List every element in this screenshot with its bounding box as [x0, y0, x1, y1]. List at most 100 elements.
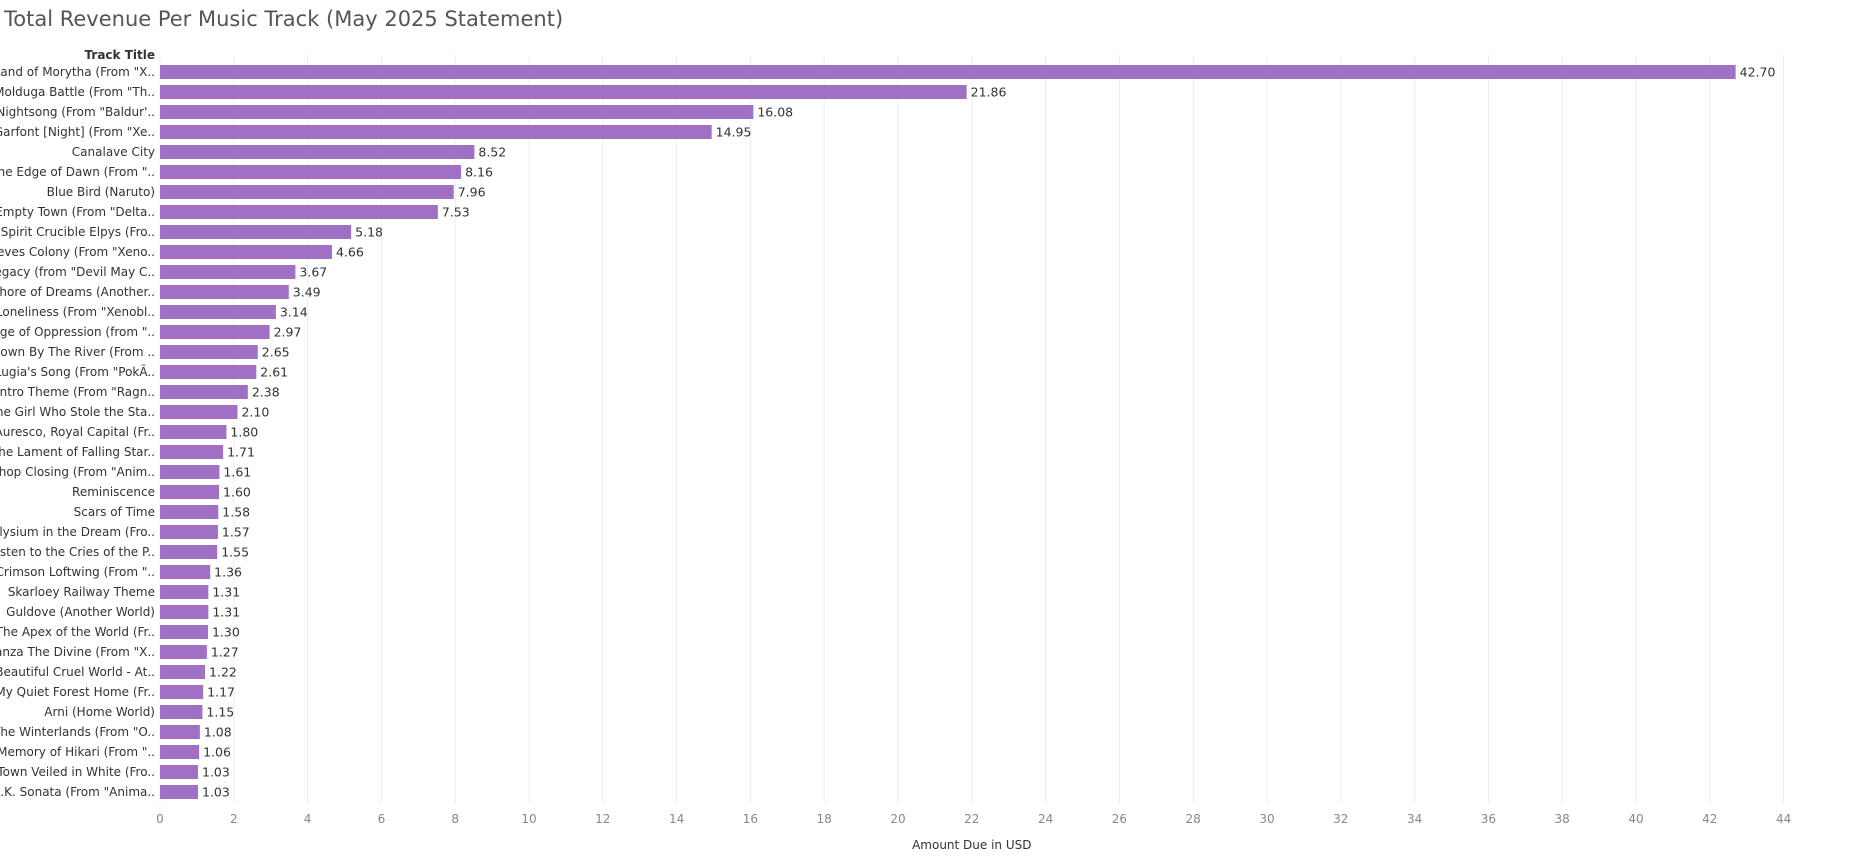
bar[interactable] [160, 145, 475, 159]
bar[interactable] [160, 305, 276, 319]
category-label: Down By The River (From .. [0, 345, 155, 359]
category-label: Reminiscence [72, 485, 155, 499]
bar[interactable] [160, 525, 218, 539]
value-label: 1.17 [207, 685, 235, 700]
category-label: Town Veiled in White (Fro.. [0, 765, 155, 779]
category-label: Shop Closing (From "Anim.. [0, 465, 155, 479]
value-label: 7.53 [442, 205, 470, 220]
category-label: Legacy (from "Devil May C.. [0, 265, 155, 279]
gridlines [159, 55, 1785, 803]
bar[interactable] [160, 725, 200, 739]
category-label: Land of Morytha (From "X.. [0, 65, 155, 79]
value-label: 1.08 [204, 725, 232, 740]
bar[interactable] [160, 405, 238, 419]
bar[interactable] [160, 485, 220, 499]
bar-row: Spirit Crucible Elpys (Fro.. 5.18 [1, 225, 383, 240]
category-label: Scars of Time [74, 505, 155, 519]
bar[interactable] [160, 165, 462, 179]
bar-row: Garfont [Night] (From "Xe.. 14.95 [0, 125, 751, 140]
bar-row: Reminiscence 1.60 [72, 485, 251, 500]
value-label: 2.65 [262, 345, 290, 360]
value-label: 21.86 [971, 85, 1007, 100]
bar-row: The Lament of Falling Star.. 1.71 [0, 445, 255, 460]
x-tick-label: 24 [1038, 812, 1053, 826]
x-tick-label: 30 [1259, 812, 1274, 826]
bar[interactable] [160, 785, 199, 799]
bar-row: The Apex of the World (Fr.. 1.30 [0, 625, 240, 640]
value-label: 1.03 [202, 765, 230, 780]
bar[interactable] [160, 605, 209, 619]
row-header: Track Title [85, 48, 155, 62]
x-tick-label: 34 [1407, 812, 1422, 826]
x-tick-label: 32 [1333, 812, 1348, 826]
bar[interactable] [160, 205, 438, 219]
x-tick-label: 22 [964, 812, 979, 826]
category-label: Spirit Crucible Elpys (Fro.. [1, 225, 155, 239]
bar[interactable] [160, 65, 1736, 79]
x-tick-label: 14 [669, 812, 684, 826]
value-label: 3.14 [280, 305, 308, 320]
bar[interactable] [160, 545, 218, 559]
bar[interactable] [160, 325, 270, 339]
bar[interactable] [160, 705, 203, 719]
value-label: 1.15 [206, 705, 234, 720]
bar[interactable] [160, 765, 199, 779]
value-label: 2.38 [252, 385, 280, 400]
category-label: Elysium in the Dream (Fro.. [0, 525, 155, 539]
value-label: 3.67 [299, 265, 327, 280]
bar[interactable] [160, 265, 296, 279]
category-label: Molduga Battle (From "Th.. [0, 85, 155, 99]
bar[interactable] [160, 385, 248, 399]
x-tick-label: 12 [595, 812, 610, 826]
value-label: 1.06 [203, 745, 231, 760]
bar-row: Memory of Hikari (From ".. 1.06 [0, 745, 231, 760]
x-tick-label: 0 [156, 812, 164, 826]
category-label: Zanza The Divine (From "X.. [0, 645, 155, 659]
bar-row: Listen to the Cries of the P.. 1.55 [0, 545, 249, 560]
bar[interactable] [160, 125, 712, 139]
bar[interactable] [160, 625, 208, 639]
x-tick-label: 38 [1555, 812, 1570, 826]
value-label: 1.27 [211, 645, 239, 660]
bar[interactable] [160, 645, 207, 659]
bar[interactable] [160, 685, 204, 699]
bar-row: Guldove (Another World) 1.31 [6, 605, 240, 620]
bar[interactable] [160, 365, 257, 379]
value-label: 2.61 [260, 365, 288, 380]
value-label: 16.08 [757, 105, 793, 120]
bar[interactable] [160, 85, 967, 99]
bar[interactable] [160, 465, 220, 479]
category-label: My Quiet Forest Home (Fr.. [0, 685, 155, 699]
value-label: 3.49 [293, 285, 321, 300]
bar[interactable] [160, 445, 224, 459]
bar-row: Zanza The Divine (From "X.. 1.27 [0, 645, 239, 660]
value-label: 1.36 [214, 565, 242, 580]
category-label: Crimson Loftwing (From ".. [0, 565, 155, 579]
bar[interactable] [160, 585, 209, 599]
value-label: 1.57 [222, 525, 250, 540]
bar-row: Skarloey Railway Theme 1.31 [8, 585, 240, 600]
bar[interactable] [160, 345, 258, 359]
bar[interactable] [160, 225, 352, 239]
bar[interactable] [160, 665, 206, 679]
bar-row: Empty Town (From "Delta.. 7.53 [0, 205, 470, 220]
category-label: The Winterlands (From "O.. [0, 725, 155, 739]
bar[interactable] [160, 245, 332, 259]
bar[interactable] [160, 285, 289, 299]
x-tick-label: 26 [1112, 812, 1127, 826]
bar-row: Legacy (from "Devil May C.. 3.67 [0, 265, 327, 280]
bar[interactable] [160, 505, 219, 519]
category-label: K.K. Sonata (From "Anima.. [0, 785, 155, 799]
x-tick-label: 10 [521, 812, 536, 826]
x-tick-label: 42 [1702, 812, 1717, 826]
x-tick-label: 20 [890, 812, 905, 826]
bar[interactable] [160, 565, 211, 579]
category-label: Canalave City [72, 145, 155, 159]
bar[interactable] [160, 185, 454, 199]
bar[interactable] [160, 105, 754, 119]
bar[interactable] [160, 745, 200, 759]
value-label: 1.31 [212, 585, 240, 600]
bar[interactable] [160, 425, 227, 439]
category-label: The Lament of Falling Star.. [0, 445, 155, 459]
bar-row: Loneliness (From "Xenobl.. 3.14 [0, 305, 308, 320]
